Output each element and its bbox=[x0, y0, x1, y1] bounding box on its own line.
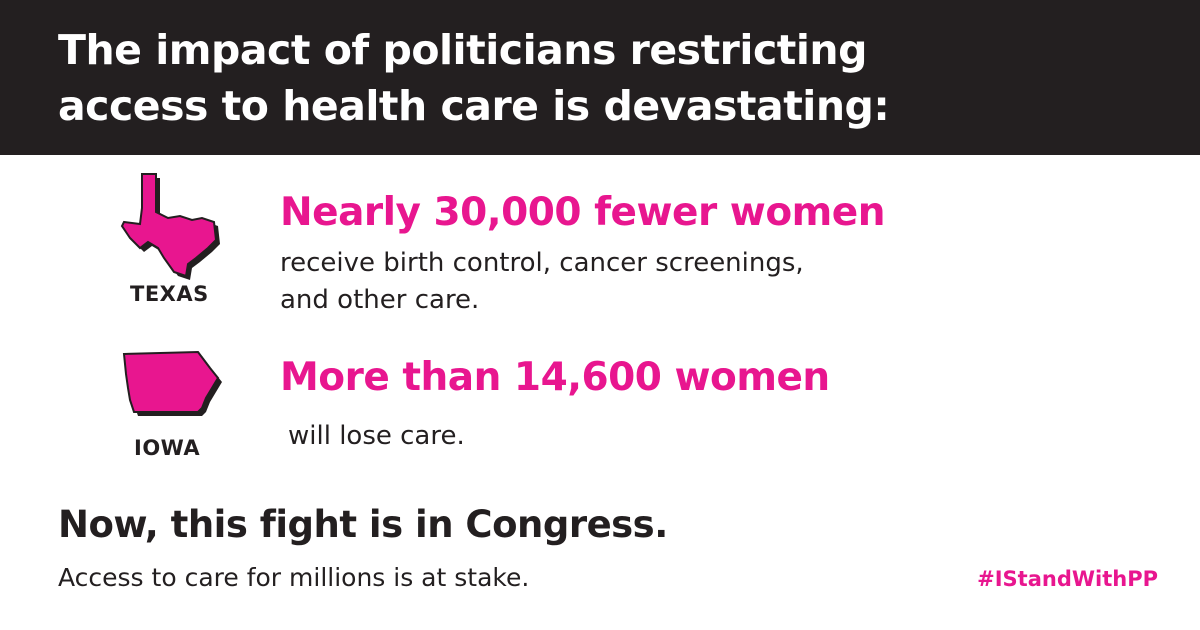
iowa-map-icon bbox=[122, 350, 222, 416]
page-title-line-1: The impact of politicians restricting bbox=[58, 26, 867, 74]
texas-map-icon bbox=[120, 173, 220, 280]
texas-description-line-1: receive birth control, cancer screenings… bbox=[280, 248, 804, 278]
page-title-line-2: access to health care is devastating: bbox=[58, 82, 890, 130]
state-label-texas: TEXAS bbox=[130, 282, 209, 306]
hashtag: #IStandWithPP bbox=[977, 567, 1158, 591]
iowa-stat-headline: More than 14,600 women bbox=[280, 355, 830, 400]
iowa-stat-description: will lose care. bbox=[288, 418, 465, 455]
page-title: The impact of politicians restricting ac… bbox=[58, 22, 1158, 134]
texas-description-line-2: and other care. bbox=[280, 285, 480, 315]
state-label-iowa: IOWA bbox=[134, 436, 201, 460]
header-banner: The impact of politicians restricting ac… bbox=[0, 0, 1200, 155]
iowa-description-line-1: will lose care. bbox=[288, 421, 465, 451]
footer-headline: Now, this fight is in Congress. bbox=[58, 503, 668, 546]
footer-subtext: Access to care for millions is at stake. bbox=[58, 563, 530, 592]
texas-stat-description: receive birth control, cancer screenings… bbox=[280, 245, 804, 319]
texas-stat-headline: Nearly 30,000 fewer women bbox=[280, 190, 885, 235]
